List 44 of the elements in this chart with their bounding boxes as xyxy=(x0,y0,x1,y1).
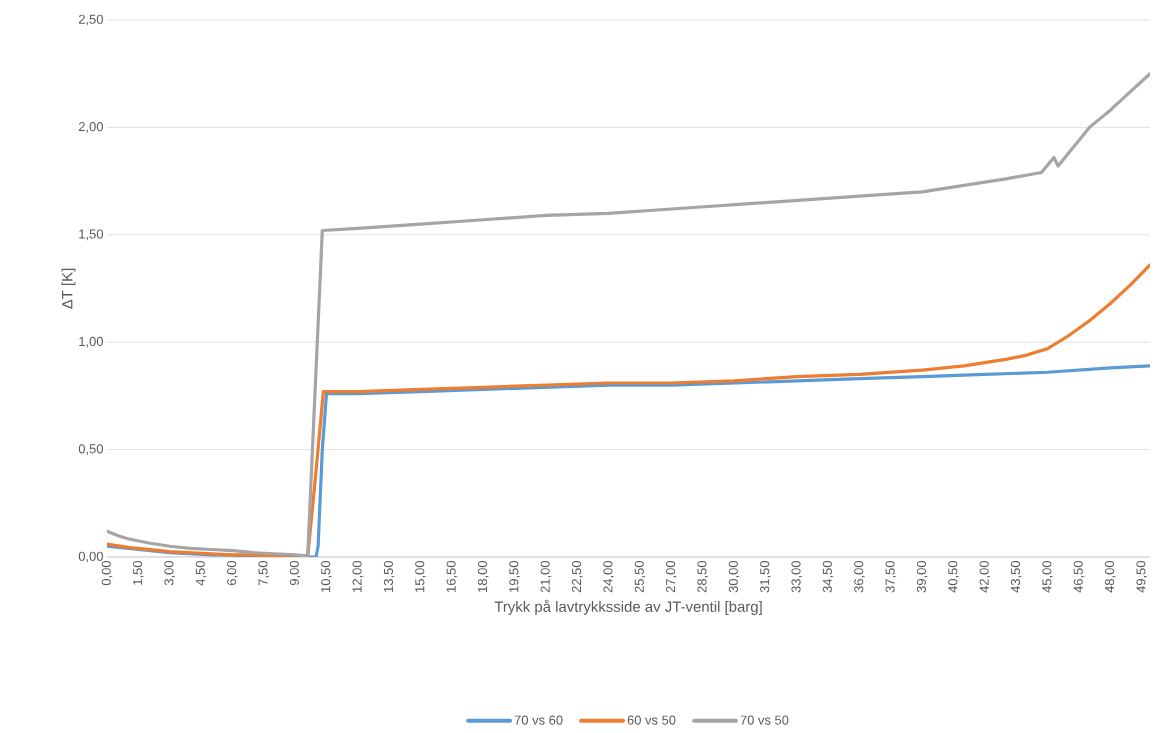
x-tick-label: 27,00 xyxy=(666,561,677,593)
x-tick-label: 31,50 xyxy=(760,561,771,593)
y-tick-label: 2,00 xyxy=(78,122,103,133)
y-tick-label: 0,50 xyxy=(78,444,103,455)
x-tick-label: 3,00 xyxy=(164,561,176,586)
x-tick-label: 28,50 xyxy=(697,561,709,593)
x-tick-label: 7,50 xyxy=(258,561,270,586)
x-tick-label: 10,50 xyxy=(321,561,332,592)
x-tick-label: 22,50 xyxy=(571,561,583,593)
y-tick-label: 1,00 xyxy=(79,336,103,348)
x-tick-label: 4,50 xyxy=(195,561,207,586)
x-tick-label: 43,50 xyxy=(1010,561,1022,593)
x-tick-label: 49,50 xyxy=(1136,561,1148,593)
x-tick-label: 37,50 xyxy=(885,561,897,593)
x-tick-label: 16,50 xyxy=(446,561,458,592)
x-tick-label: 12,00 xyxy=(352,561,364,592)
legend-label: 70 vs 60 xyxy=(514,715,563,725)
x-tick-label: 42,00 xyxy=(979,561,991,593)
x-tick-label: 19,50 xyxy=(509,561,520,592)
x-tick-label: 9,00 xyxy=(289,561,301,586)
x-tick-label: 21,00 xyxy=(540,561,552,593)
x-tick-label: 40,50 xyxy=(948,561,959,593)
x-tick-label: 25,50 xyxy=(634,561,646,593)
x-tick-label: 46,50 xyxy=(1073,561,1085,593)
x-axis-title: Trykk på lavtrykksside av JT-ventil [barg] xyxy=(494,599,762,615)
x-tick-label: 45,00 xyxy=(1042,561,1053,593)
legend-label: 60 vs 50 xyxy=(627,715,676,725)
x-tick-label: 34,50 xyxy=(822,561,834,593)
y-tick-label: 0,00 xyxy=(78,551,103,563)
x-tick-label: 33,00 xyxy=(791,561,803,593)
x-tick-label: 18,00 xyxy=(477,561,489,592)
y-tick-label: 2,50 xyxy=(78,14,103,26)
legend-label: 70 vs 50 xyxy=(740,715,789,725)
x-tick-label: 39,00 xyxy=(916,561,928,593)
x-tick-label: 36,00 xyxy=(854,561,865,593)
x-tick-label: 48,00 xyxy=(1104,561,1116,593)
x-tick-label: 30,00 xyxy=(728,561,740,593)
x-tick-label: 13,50 xyxy=(383,561,395,592)
x-tick-label: 1,50 xyxy=(133,561,144,585)
x-tick-label: 15,00 xyxy=(415,561,426,592)
y-axis-title: ΔT [K] xyxy=(61,268,76,309)
x-tick-label: 24,00 xyxy=(603,561,615,593)
y-tick-label: 1,50 xyxy=(79,229,103,241)
x-tick-label: 6,00 xyxy=(227,561,238,586)
